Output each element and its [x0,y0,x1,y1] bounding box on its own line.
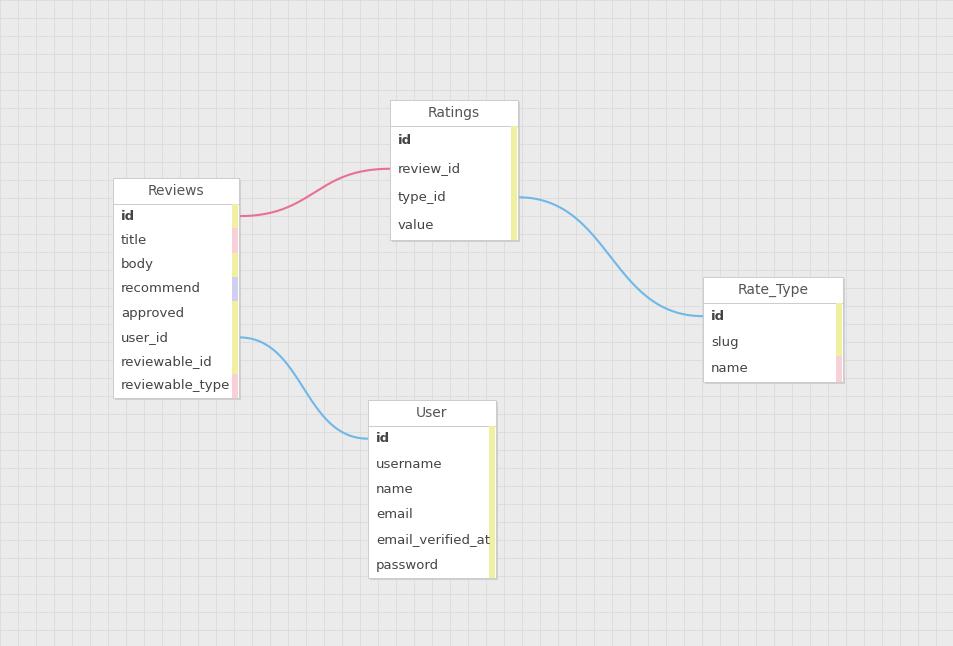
Text: title: title [121,234,147,247]
Bar [489,553,495,578]
Bar [112,178,239,398]
Text: value: value [397,219,434,233]
Bar [232,349,237,374]
Text: email: email [375,508,413,521]
Bar [835,329,841,356]
Bar [368,400,496,578]
Bar [390,100,517,240]
Bar [489,426,495,452]
Text: password: password [375,559,438,572]
Text: name: name [710,362,748,375]
Text: reviewable_id: reviewable_id [121,355,213,368]
Text: Reviews: Reviews [148,184,204,198]
Text: username: username [375,457,442,470]
Text: reviewable_type: reviewable_type [121,379,230,392]
Text: review_id: review_id [397,162,460,175]
Bar [489,527,495,553]
Text: id: id [710,309,724,322]
Bar [702,277,842,382]
Bar [232,228,237,253]
Bar [232,325,237,349]
Bar [511,183,517,211]
Bar [511,126,517,154]
Bar [232,301,237,325]
Text: user_id: user_id [121,331,169,344]
Bar [232,374,237,398]
Bar [370,402,497,580]
Bar [511,154,517,183]
Bar [835,303,841,329]
Bar [232,204,237,228]
Text: slug: slug [710,336,738,349]
Text: User: User [416,406,447,420]
Bar [232,253,237,276]
Bar [835,356,841,382]
Text: email_verified_at: email_verified_at [375,534,490,547]
Text: Ratings: Ratings [428,106,479,120]
Text: recommend: recommend [121,282,201,295]
Text: id: id [397,134,412,147]
Bar [489,452,495,477]
Text: body: body [121,258,153,271]
Bar [511,211,517,240]
Text: Rate_Type: Rate_Type [737,283,807,297]
Bar [115,180,241,400]
Text: name: name [375,483,414,496]
Text: id: id [375,432,390,445]
Text: approved: approved [121,307,184,320]
Bar [489,502,495,527]
Bar [704,279,844,384]
Bar [489,477,495,502]
Text: id: id [121,209,135,223]
Bar [392,102,519,242]
Bar [232,276,237,301]
Text: type_id: type_id [397,191,446,203]
